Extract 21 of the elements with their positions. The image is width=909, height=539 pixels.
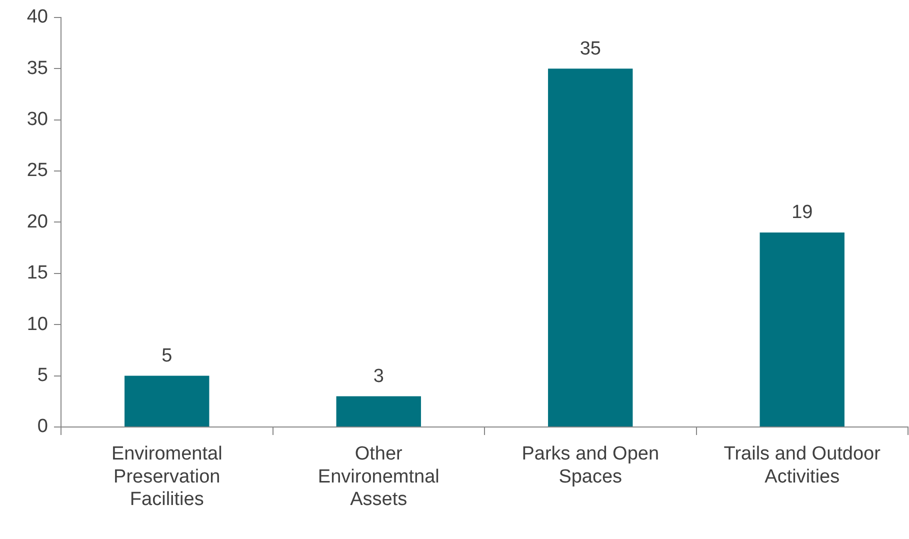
x-tick-label: Trails and Outdoor Activities [724, 444, 882, 488]
y-tick-label: 5 [37, 365, 48, 386]
y-tick-label: 25 [26, 160, 48, 182]
data-label: 5 [162, 346, 172, 367]
y-tick-label: 10 [26, 314, 48, 335]
bar [548, 68, 633, 426]
data-label: 3 [373, 366, 384, 388]
data-label: 35 [580, 38, 601, 60]
y-tick-label: 20 [26, 211, 48, 232]
y-tick-label: 40 [26, 6, 48, 28]
bar [336, 396, 421, 426]
x-tick-label: Parks and Open Spaces [522, 444, 660, 488]
x-tick-label: Other Environemtnal Assets [318, 444, 440, 510]
x-tick-label: Enviromental Preservation Facilities [111, 444, 222, 510]
y-tick-label: 0 [37, 416, 48, 438]
y-tick-label: 30 [26, 109, 48, 130]
bar [760, 232, 844, 426]
y-tick-label: 35 [26, 58, 48, 79]
bar [124, 376, 210, 426]
data-label: 19 [792, 202, 813, 224]
y-tick-label: 15 [26, 262, 48, 284]
